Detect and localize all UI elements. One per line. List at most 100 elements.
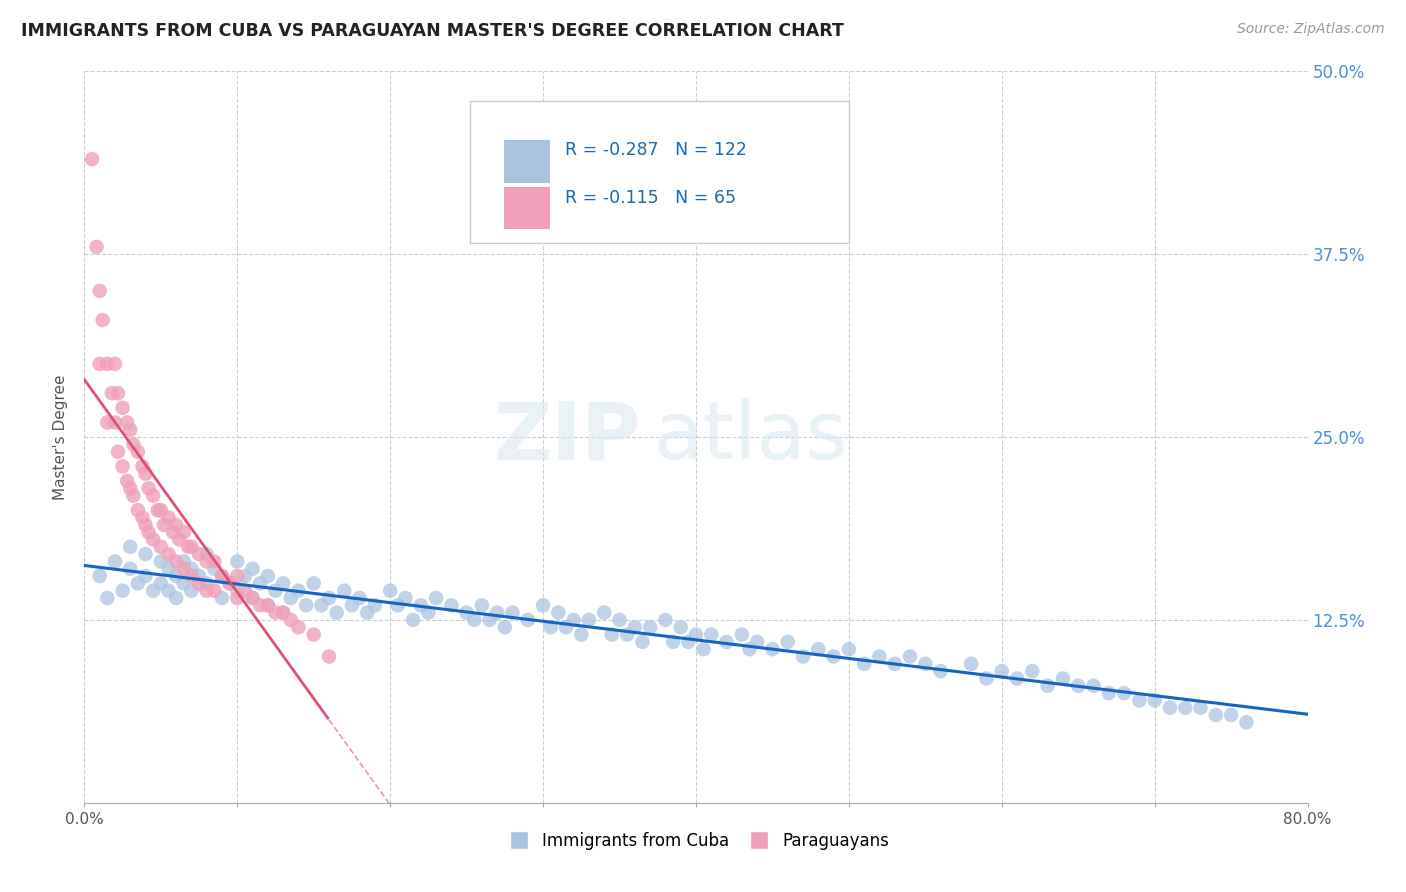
Point bbox=[165, 569, 187, 583]
Point bbox=[96, 357, 118, 371]
Point bbox=[218, 576, 240, 591]
Point bbox=[569, 627, 592, 641]
Point bbox=[287, 620, 309, 634]
Text: IMMIGRANTS FROM CUBA VS PARAGUAYAN MASTER'S DEGREE CORRELATION CHART: IMMIGRANTS FROM CUBA VS PARAGUAYAN MASTE… bbox=[21, 22, 844, 40]
Point bbox=[318, 649, 340, 664]
Point bbox=[356, 606, 378, 620]
Point bbox=[111, 401, 134, 415]
Point bbox=[165, 554, 187, 568]
Point bbox=[180, 569, 202, 583]
Point bbox=[165, 591, 187, 605]
Point bbox=[1159, 700, 1181, 714]
Point bbox=[162, 525, 184, 540]
Point bbox=[195, 547, 218, 561]
Point bbox=[991, 664, 1014, 678]
Point bbox=[364, 599, 387, 613]
Point bbox=[264, 583, 287, 598]
Point bbox=[662, 635, 685, 649]
Point bbox=[685, 627, 707, 641]
Point bbox=[157, 583, 180, 598]
Point bbox=[1128, 693, 1150, 707]
Point bbox=[883, 657, 905, 671]
Point bbox=[747, 635, 769, 649]
Point bbox=[149, 503, 172, 517]
Point bbox=[264, 606, 287, 620]
Point bbox=[823, 649, 845, 664]
Point bbox=[471, 599, 494, 613]
Point bbox=[165, 517, 187, 532]
Point bbox=[195, 583, 218, 598]
Point bbox=[188, 547, 211, 561]
Point bbox=[678, 635, 700, 649]
Point bbox=[180, 562, 202, 576]
Point bbox=[226, 591, 249, 605]
Point bbox=[502, 606, 524, 620]
Point bbox=[149, 576, 172, 591]
Point bbox=[242, 591, 264, 605]
Point bbox=[1114, 686, 1136, 700]
Point bbox=[257, 599, 280, 613]
Point bbox=[122, 489, 145, 503]
Point bbox=[202, 562, 225, 576]
Point bbox=[807, 642, 830, 657]
Point bbox=[107, 444, 129, 458]
Point bbox=[233, 583, 256, 598]
Point bbox=[202, 583, 225, 598]
Point bbox=[135, 467, 157, 481]
Point bbox=[127, 576, 149, 591]
Text: Source: ZipAtlas.com: Source: ZipAtlas.com bbox=[1237, 22, 1385, 37]
Point bbox=[1067, 679, 1090, 693]
Point bbox=[700, 627, 723, 641]
Point bbox=[257, 599, 280, 613]
Point bbox=[716, 635, 738, 649]
Point bbox=[138, 481, 160, 495]
Point bbox=[271, 576, 294, 591]
Point bbox=[120, 562, 142, 576]
Point bbox=[516, 613, 538, 627]
Point bbox=[120, 423, 142, 437]
Point bbox=[89, 569, 111, 583]
Point bbox=[173, 554, 195, 568]
Point bbox=[188, 569, 211, 583]
Point bbox=[146, 503, 169, 517]
Point bbox=[242, 591, 264, 605]
Point bbox=[562, 613, 585, 627]
Point bbox=[692, 642, 714, 657]
Point bbox=[135, 547, 157, 561]
Point bbox=[115, 416, 138, 430]
Point bbox=[631, 635, 654, 649]
Point bbox=[142, 533, 165, 547]
Point bbox=[177, 540, 200, 554]
Point bbox=[104, 357, 127, 371]
Point bbox=[287, 583, 309, 598]
Point bbox=[486, 606, 509, 620]
Point bbox=[869, 649, 891, 664]
Point bbox=[600, 627, 623, 641]
Text: R = -0.287   N = 122: R = -0.287 N = 122 bbox=[565, 141, 747, 159]
Point bbox=[104, 554, 127, 568]
Point bbox=[494, 620, 516, 634]
Point bbox=[1083, 679, 1105, 693]
Point bbox=[111, 583, 134, 598]
Point bbox=[211, 569, 233, 583]
Point bbox=[135, 569, 157, 583]
Point bbox=[280, 591, 302, 605]
Point bbox=[1189, 700, 1212, 714]
Point bbox=[242, 562, 264, 576]
Point bbox=[1021, 664, 1043, 678]
Point bbox=[188, 576, 211, 591]
Point bbox=[540, 620, 562, 634]
Point bbox=[157, 510, 180, 524]
Point bbox=[792, 649, 814, 664]
Point bbox=[157, 562, 180, 576]
Point bbox=[173, 576, 195, 591]
Point bbox=[1036, 679, 1059, 693]
Point bbox=[195, 554, 218, 568]
Point bbox=[180, 540, 202, 554]
FancyBboxPatch shape bbox=[470, 101, 849, 244]
Point bbox=[257, 569, 280, 583]
Point bbox=[1174, 700, 1197, 714]
Point bbox=[138, 525, 160, 540]
Point bbox=[131, 510, 153, 524]
Point bbox=[211, 569, 233, 583]
